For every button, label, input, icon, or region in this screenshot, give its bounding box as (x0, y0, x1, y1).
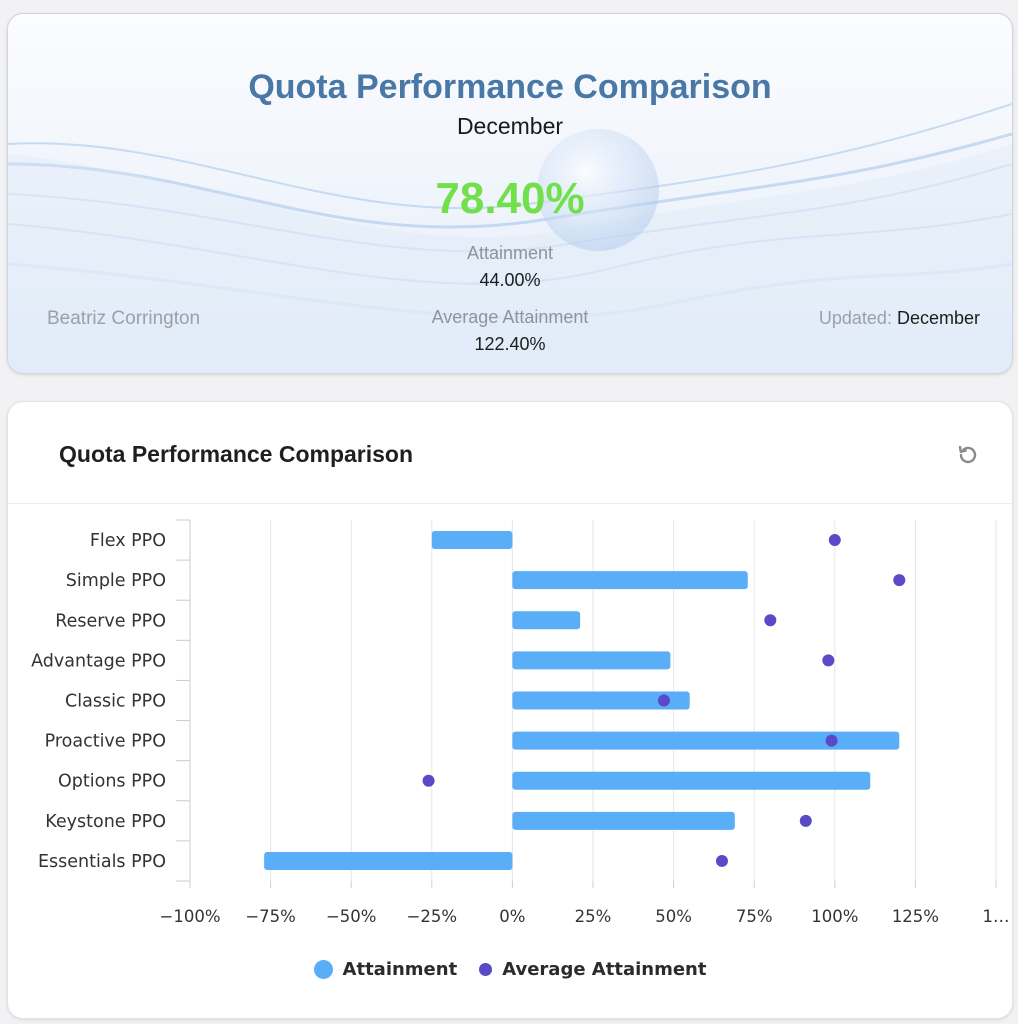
x-tick-label: 25% (575, 907, 612, 926)
x-tick-label: −75% (245, 907, 296, 926)
chart-card: Quota Performance Comparison −100% −75% −5… (7, 401, 1013, 1019)
x-tick-label: 125% (892, 907, 939, 926)
legend-label-attainment: Attainment (342, 959, 458, 980)
bar-chart: −100% −75% −50% −25% 0% 25% 50% 75% 100% 125% 1… Fl… (31, 519, 1010, 926)
chart-title: Quota Performance Comparison (59, 441, 414, 467)
x-tick-label: −50% (326, 907, 377, 926)
attainment-bar (512, 651, 671, 670)
summary-card: Quota Performance Comparison December 78… (7, 13, 1013, 374)
average-attainment-point (657, 694, 670, 707)
card-divider (8, 503, 1012, 504)
average-attainment-point (893, 574, 906, 587)
attainment-bar (431, 531, 513, 550)
category-label: Keystone PPO (45, 812, 166, 832)
attainment-bar (512, 571, 748, 590)
wave-background (8, 103, 1012, 373)
average-attainment-point (799, 814, 812, 827)
legend-item-average-attainment[interactable]: Average Attainment (479, 959, 706, 980)
period-label: December (456, 113, 564, 139)
x-tick-label: 0% (499, 907, 525, 926)
updated-info: Updated: December (819, 308, 980, 329)
owner-name: Beatriz Corrington (47, 308, 201, 329)
average-attainment-value: 122.40% (474, 334, 546, 354)
category-label: Classic PPO (65, 692, 166, 712)
average-attainment-point (822, 654, 835, 667)
attainment-bar (264, 851, 513, 870)
category-label: Advantage PPO (31, 651, 166, 671)
x-tick-label: −25% (407, 907, 458, 926)
category-label: Simple PPO (66, 571, 166, 591)
attainment-bar (512, 771, 871, 790)
attainment-bar (512, 811, 735, 830)
attainment-bar (512, 611, 581, 630)
category-label: Reserve PPO (55, 611, 166, 631)
category-label: Essentials PPO (38, 852, 166, 872)
chart-legend: Attainment Average Attainment (8, 959, 1012, 980)
category-label: Proactive PPO (45, 732, 166, 752)
legend-label-average-attainment: Average Attainment (502, 959, 707, 980)
x-tick-label: 50% (655, 907, 692, 926)
average-attainment-point (422, 774, 435, 787)
updated-value: December (896, 308, 980, 328)
average-attainment-point (764, 614, 777, 627)
average-attainment-label: Average Attainment (431, 307, 589, 327)
category-label: Options PPO (58, 772, 166, 792)
legend-item-attainment[interactable]: Attainment (313, 959, 458, 980)
x-tick-label: −100% (160, 907, 221, 926)
attainment-bar (512, 691, 690, 710)
average-attainment-point (715, 854, 728, 867)
x-tick-label: 75% (736, 907, 773, 926)
refresh-icon (958, 445, 977, 464)
category-label: Flex PPO (90, 531, 166, 551)
average-attainment-point (828, 534, 841, 547)
average-attainment-point (825, 734, 838, 747)
x-tick-label: 100% (811, 907, 858, 926)
refresh-button[interactable] (952, 440, 982, 470)
x-tick-label: 1… (983, 907, 1010, 926)
attainment-swatch-icon (313, 960, 333, 979)
attainment-value: 44.00% (479, 270, 541, 290)
updated-label: Updated: (818, 308, 892, 328)
attainment-label: Attainment (466, 243, 554, 263)
attainment-bar (512, 731, 900, 750)
hero-title: Quota Performance Comparison (248, 68, 772, 106)
average-attainment-swatch-icon (479, 963, 493, 976)
attainment-percentage: 78.40% (435, 174, 585, 223)
